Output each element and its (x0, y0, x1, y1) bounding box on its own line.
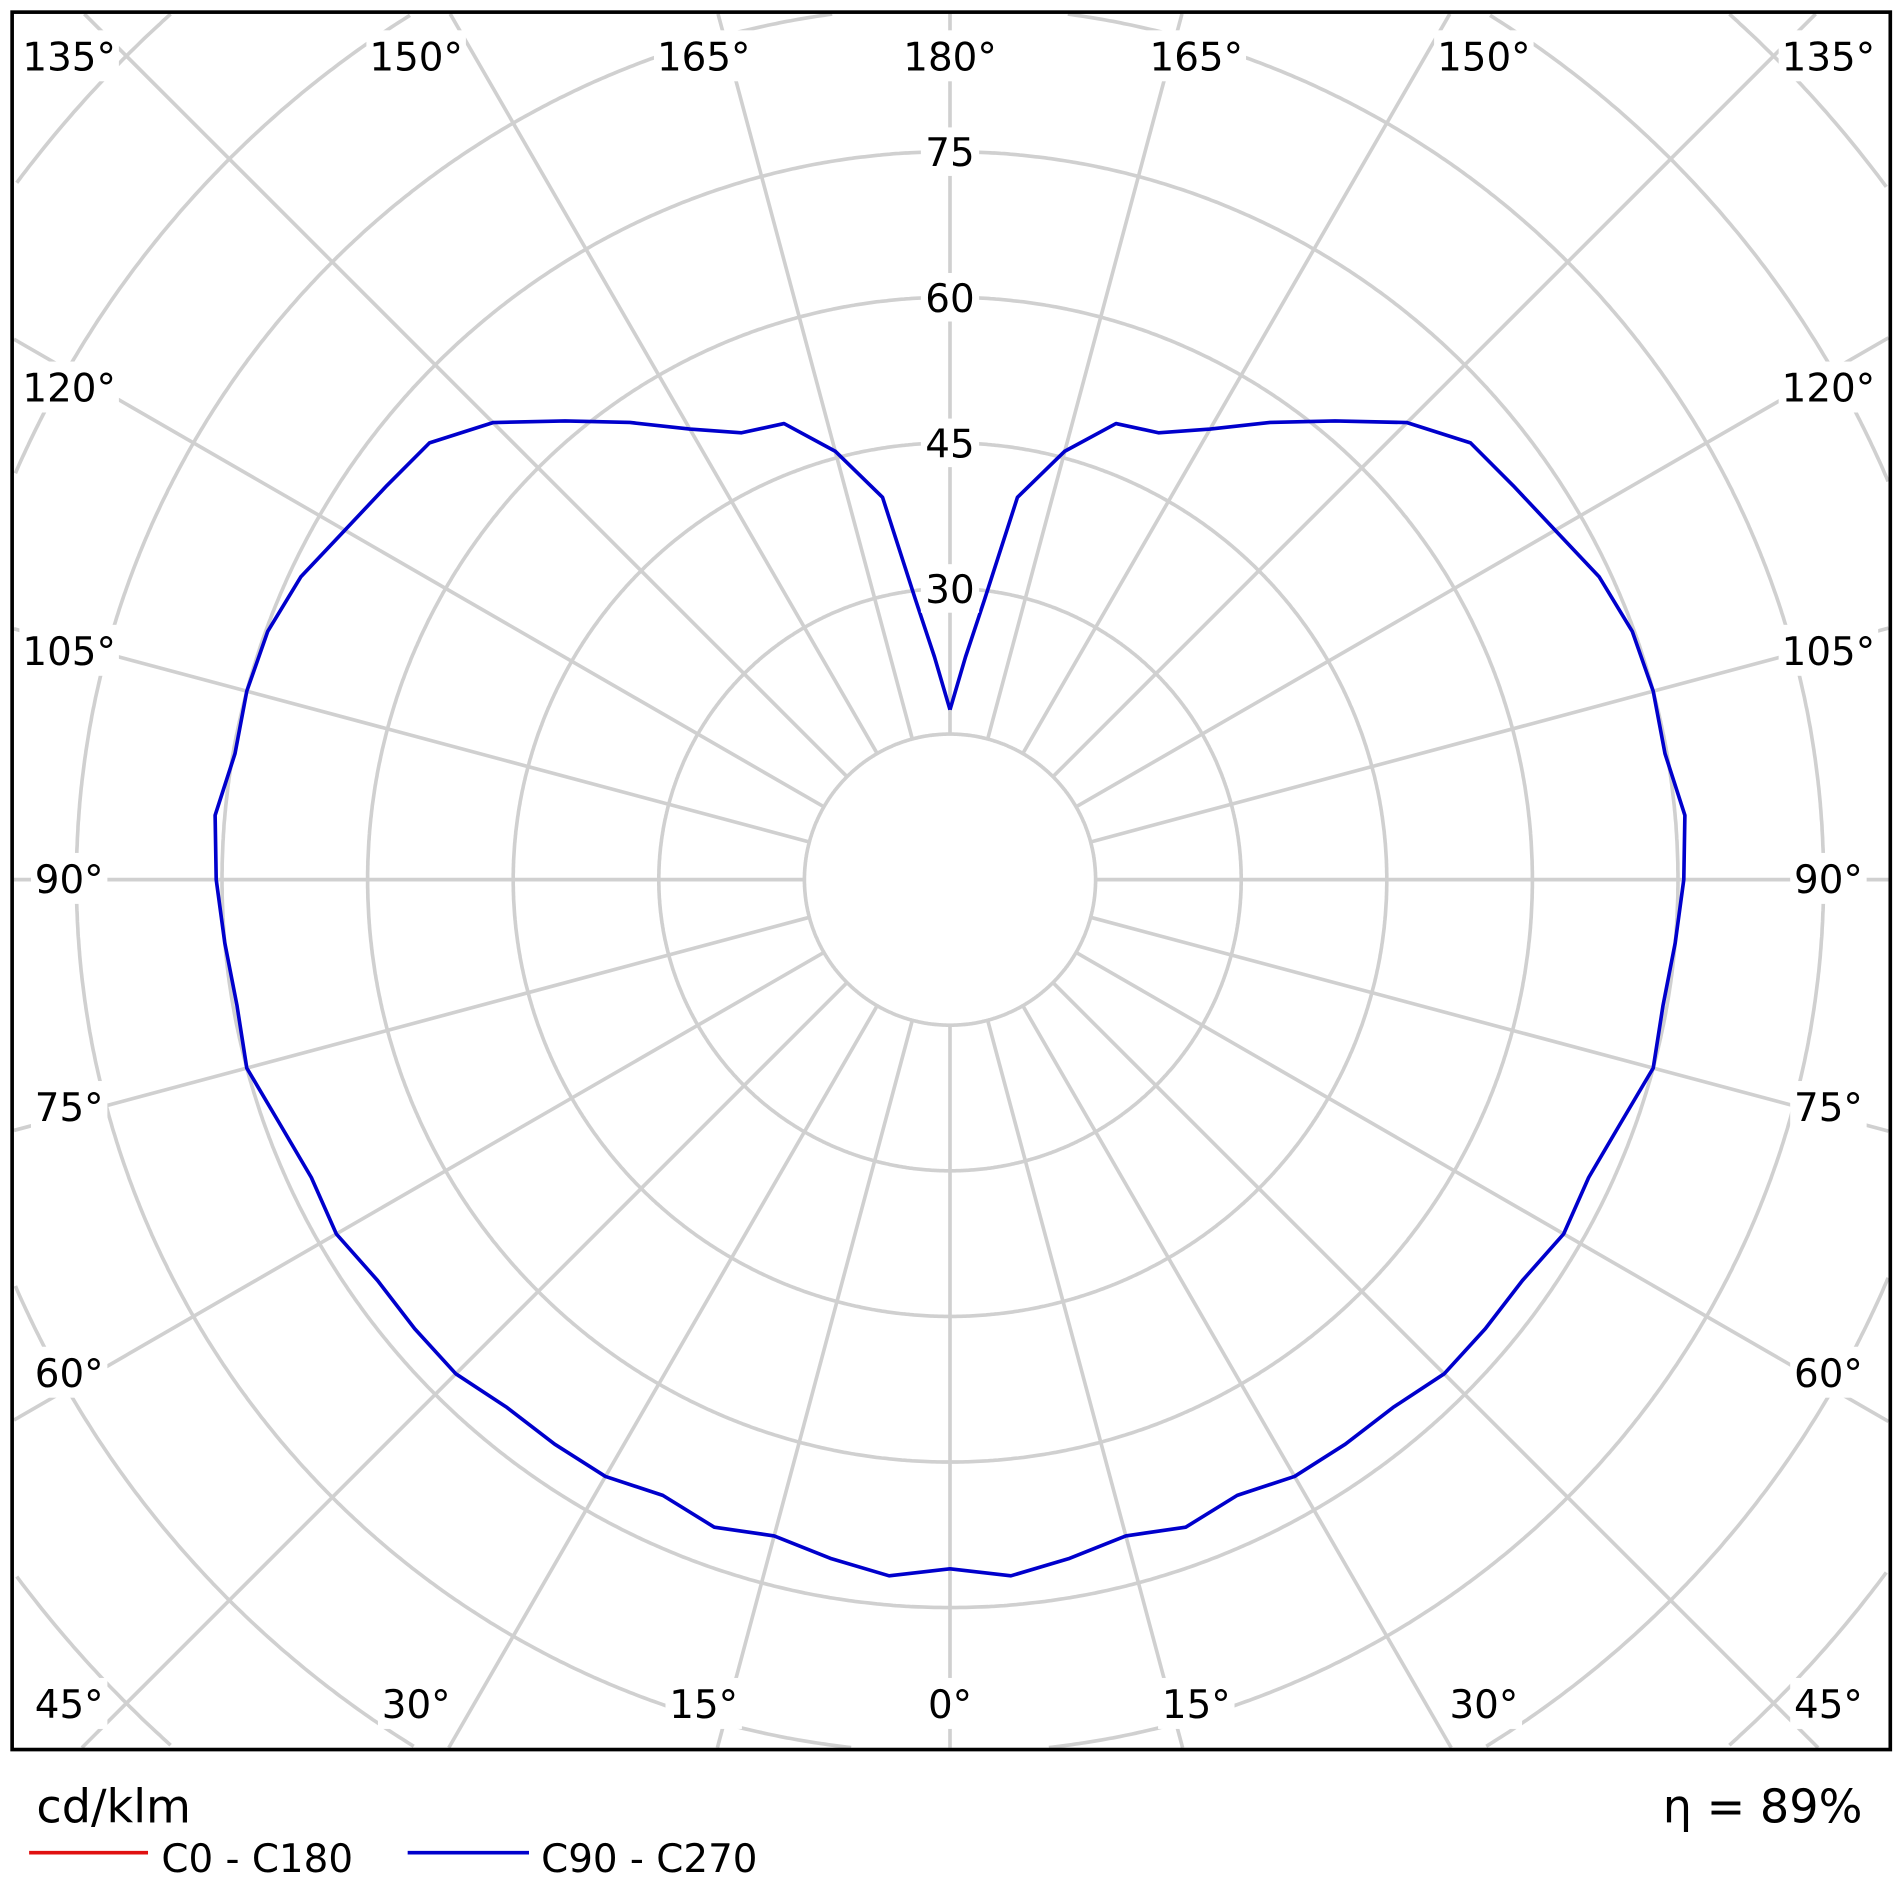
angle-label-bg (1778, 361, 1879, 413)
grid-radial-line (715, 1019, 915, 1749)
grid-circle (1728, 12, 1888, 188)
series-line-1 (213, 419, 1687, 1578)
angle-label-bg (30, 852, 108, 904)
angle-label: 135° (22, 35, 116, 80)
angle-label-bg (1146, 30, 1247, 82)
legend-label-c0-c180: C0 - C180 (161, 1837, 353, 1882)
angle-label-bg (1790, 852, 1867, 904)
grid-radial-line (448, 13, 879, 755)
angle-label: 135° (1782, 35, 1876, 80)
angle-label: 105° (22, 630, 116, 675)
angle-label-bg (377, 1677, 455, 1729)
angle-label: 45° (35, 1683, 104, 1728)
grid-radial-line (1075, 950, 1890, 1424)
radial-tick-label: 30 (925, 568, 974, 613)
angle-label: 180° (903, 35, 996, 80)
angle-labels: 135° 150° 165° 180° 165° 150° 135° 45° 30° 15° 0° 1… (19, 30, 1879, 1729)
angle-label: 75° (1794, 1086, 1863, 1131)
angle-label: 75° (35, 1086, 104, 1131)
grid-circle (15, 1575, 172, 1747)
grid-radial-line (1090, 626, 1889, 844)
angle-label: 60° (35, 1352, 104, 1397)
angle-label: 30° (382, 1683, 451, 1728)
radial-tick-label: 75 (925, 131, 974, 176)
angle-label: 90° (35, 858, 104, 903)
angle-label-bg (1778, 624, 1879, 676)
grid-radial-line (1051, 981, 1820, 1750)
angle-label-bg (19, 30, 119, 82)
grid-radial-line (1021, 13, 1452, 755)
radial-label-bg (920, 564, 980, 613)
angle-label: 15° (1162, 1683, 1231, 1728)
angle-label: 105° (1782, 630, 1876, 675)
angle-label-bg (30, 1677, 108, 1729)
radial-tick-label: 60 (925, 277, 974, 322)
angle-label-bg (923, 1677, 977, 1729)
grid-radial-line (80, 981, 849, 1750)
grid-radial-line (83, 12, 849, 778)
angle-label: 0° (928, 1683, 972, 1728)
grid-radial-line (13, 915, 810, 1133)
radial-tick-label: 45 (925, 422, 974, 467)
angle-label: 90° (1794, 858, 1863, 903)
angle-label-bg (1790, 1677, 1867, 1729)
angle-label-bg (1790, 1346, 1867, 1398)
grid-radial-line (1090, 915, 1889, 1133)
angle-label-bg (1778, 30, 1879, 82)
angle-label-bg (30, 1081, 108, 1132)
grid-radial-line (447, 1004, 879, 1749)
grid-radial-line (716, 13, 915, 740)
angle-label-bg (1158, 1677, 1235, 1729)
radial-label-bg (920, 272, 980, 322)
legend-label-c90-c270: C90 - C270 (541, 1837, 757, 1882)
grid-radial-line (985, 13, 1184, 740)
grid-radial-line (13, 627, 810, 844)
grid-radial-line (985, 1019, 1185, 1749)
grid-radial-line (1051, 12, 1817, 778)
grid-circle (15, 12, 172, 184)
curves (213, 419, 1687, 1578)
angle-label-bg (653, 30, 754, 82)
angle-label-bg (1790, 1081, 1867, 1132)
angle-label-bg (19, 361, 119, 413)
angle-label: 150° (369, 35, 463, 80)
angle-label-bg (1434, 30, 1534, 82)
grid-radial-line (13, 950, 825, 1422)
radial-label-bg (920, 418, 980, 468)
efficiency-label: η = 89% (1663, 1779, 1863, 1833)
angle-label: 165° (1150, 35, 1244, 80)
legend: C0 - C180 C90 - C270 (29, 1837, 757, 1882)
angle-label-bg (900, 30, 1000, 82)
angle-label: 30° (1449, 1683, 1518, 1728)
radial-label-bg (920, 127, 980, 176)
angle-label: 45° (1794, 1683, 1863, 1728)
angle-label: 150° (1437, 35, 1531, 80)
radial-tick-labels: 30 45 60 75 (920, 127, 980, 613)
angle-label-bg (1445, 1677, 1523, 1729)
grid-radial-line (1021, 1004, 1453, 1749)
grid-circle (1728, 1571, 1888, 1747)
angle-label: 60° (1794, 1352, 1863, 1397)
grid-radial-line (1075, 336, 1890, 809)
angle-label-bg (366, 30, 466, 82)
plot-frame (10, 10, 1893, 1752)
angle-label-bg (665, 1677, 742, 1729)
unit-label: cd/klm (36, 1779, 191, 1833)
angle-label: 120° (1782, 367, 1876, 412)
angle-label: 15° (669, 1683, 738, 1728)
grid-circle (802, 732, 1098, 1028)
angle-label-bg (19, 624, 119, 676)
angle-label: 120° (22, 367, 116, 412)
angle-label-bg (30, 1346, 108, 1398)
grid-radial-line (13, 337, 825, 809)
angle-label: 165° (657, 35, 751, 80)
polar-grid (13, 12, 1890, 1750)
